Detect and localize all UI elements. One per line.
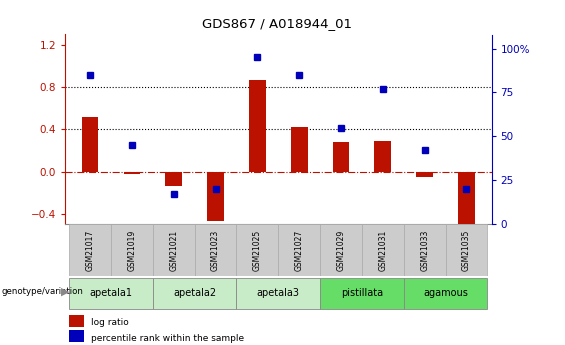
Text: GSM21021: GSM21021 [169,229,178,271]
Text: GSM21031: GSM21031 [379,229,388,271]
Bar [291,127,307,171]
Text: ▶: ▶ [61,287,69,296]
Bar [333,142,349,171]
Bar [166,171,182,186]
Bar [404,278,488,309]
Bar [69,224,111,276]
Bar [82,117,98,171]
Bar [69,278,153,309]
Bar [362,224,403,276]
Bar [237,278,320,309]
Text: apetala2: apetala2 [173,288,216,298]
Text: GSM21023: GSM21023 [211,229,220,271]
Text: GSM21025: GSM21025 [253,229,262,271]
Text: pistillata: pistillata [341,288,383,298]
Bar [249,80,266,171]
Text: agamous: agamous [423,288,468,298]
Text: percentile rank within the sample: percentile rank within the sample [90,334,244,343]
Bar [458,171,475,226]
Bar [195,224,236,276]
Bar [446,224,488,276]
Bar [320,278,403,309]
Text: GDS867 / A018944_01: GDS867 / A018944_01 [202,17,352,30]
Text: apetala1: apetala1 [89,288,132,298]
Bar [153,278,236,309]
Bar [416,171,433,177]
Bar [69,315,84,327]
Text: GSM21017: GSM21017 [85,229,94,271]
Bar [69,330,84,342]
Text: log ratio: log ratio [90,318,128,327]
Text: GSM21027: GSM21027 [295,229,303,271]
Text: GSM21033: GSM21033 [420,229,429,271]
Text: GSM21019: GSM21019 [127,229,136,271]
Bar [279,224,320,276]
Bar [320,224,362,276]
Bar [207,171,224,221]
Text: GSM21029: GSM21029 [337,229,345,271]
Text: genotype/variation: genotype/variation [1,287,83,296]
Text: GSM21035: GSM21035 [462,229,471,271]
Bar [404,224,446,276]
Bar [375,141,391,171]
Bar [153,224,194,276]
Bar [237,224,278,276]
Text: apetala3: apetala3 [257,288,300,298]
Bar [124,171,140,174]
Bar [111,224,153,276]
